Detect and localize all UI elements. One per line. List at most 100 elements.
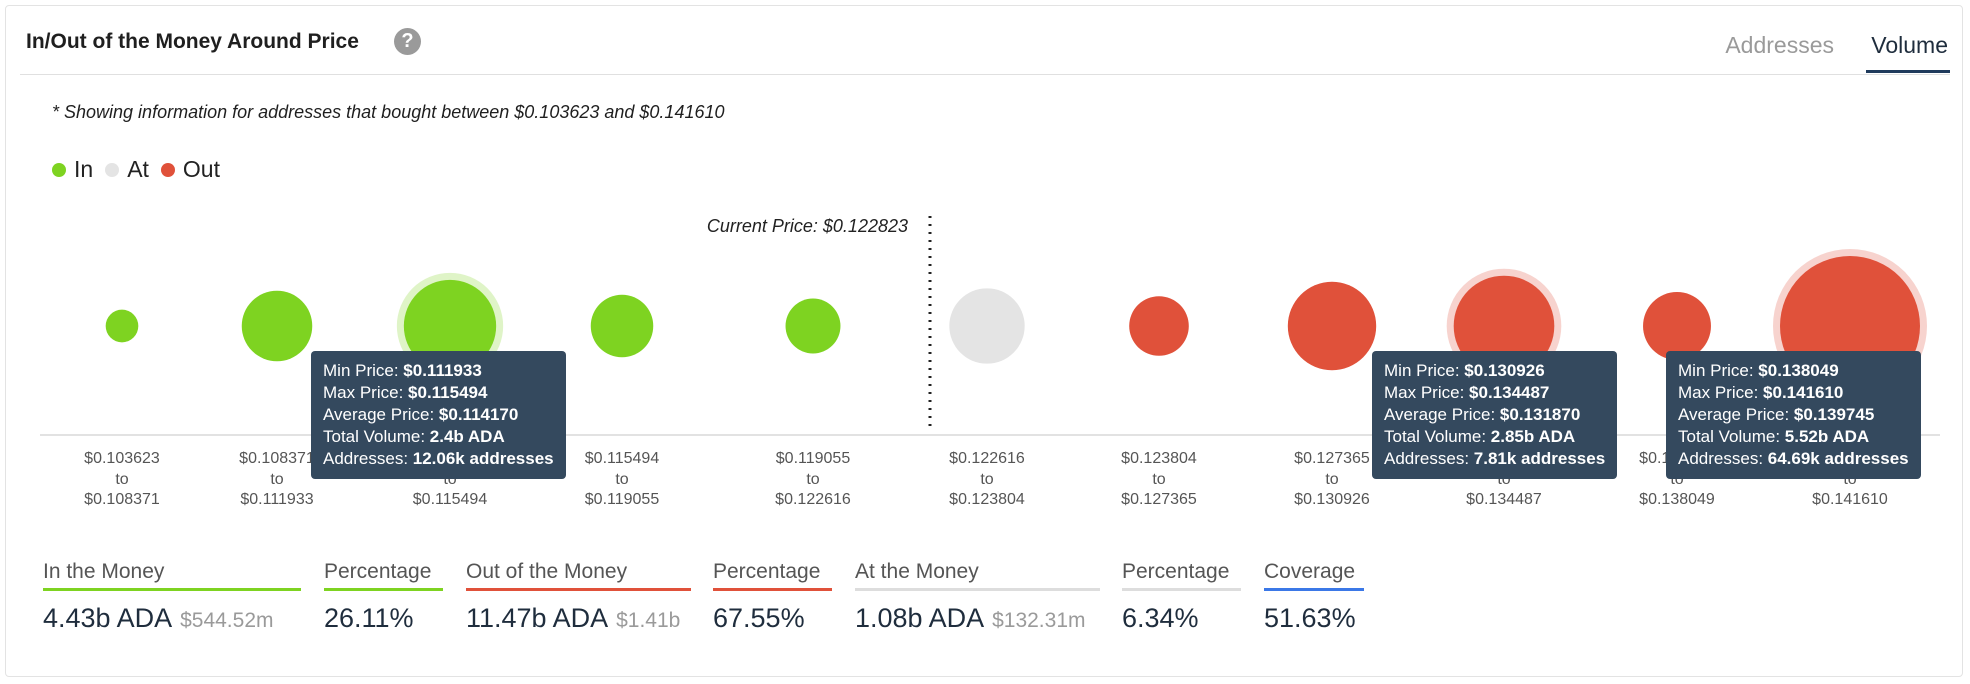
stat-sub-value: $1.41b xyxy=(616,609,681,632)
tooltip-row: Average Price: $0.114170 xyxy=(323,404,554,426)
stat-value: 4.43b ADA $544.52m xyxy=(43,603,301,634)
tooltip-label: Min Price: xyxy=(323,361,404,380)
tooltip-label: Min Price: xyxy=(1384,361,1465,380)
legend-dot-at xyxy=(105,162,120,177)
tooltip-row: Total Volume: 5.52b ADA xyxy=(1678,426,1909,448)
stat-value: 51.63% xyxy=(1264,603,1364,634)
stat-label: Percentage xyxy=(1122,560,1241,591)
tooltip-value: 12.06k addresses xyxy=(412,449,554,468)
tooltip-label: Total Volume: xyxy=(323,427,430,446)
tooltip-row: Min Price: $0.111933 xyxy=(323,360,554,382)
stat-value-text: 26.11% xyxy=(324,603,414,633)
tick-label-to-price: $0.134487 xyxy=(1466,491,1542,508)
bubble-in[interactable] xyxy=(590,294,654,358)
stat-value-text: 1.08b ADA xyxy=(855,603,985,633)
bubble-out[interactable] xyxy=(1643,292,1711,360)
iomap-card: In/Out of the Money Around Price ? Addre… xyxy=(5,5,1963,677)
bubble-in[interactable] xyxy=(105,309,139,343)
tick-label-to: to xyxy=(115,471,128,488)
legend-item-at[interactable]: At xyxy=(105,156,149,183)
tooltip-label: Addresses: xyxy=(1678,449,1768,468)
tooltip-row: Max Price: $0.115494 xyxy=(323,382,554,404)
stat-value-text: 11.47b ADA xyxy=(466,603,609,633)
tick-label-from: $0.108371 xyxy=(239,450,315,467)
tooltip-value: 64.69k addresses xyxy=(1767,449,1909,468)
tooltip-value: 5.52b ADA xyxy=(1784,427,1870,446)
bubble-in[interactable] xyxy=(241,290,313,362)
tick-label-to-price: $0.122616 xyxy=(775,491,851,508)
legend-dot-in xyxy=(52,162,66,177)
tooltip-label: Min Price: xyxy=(1678,361,1759,380)
stat-label: Coverage xyxy=(1264,560,1364,591)
tick-label-to-price: $0.123804 xyxy=(949,491,1025,508)
tooltip-label: Max Price: xyxy=(1678,383,1764,402)
stat-percentage-in: Percentage 26.11% xyxy=(324,560,443,634)
tab-volume[interactable]: Volume xyxy=(1871,32,1948,58)
stat-value-text: 51.63% xyxy=(1264,603,1356,633)
tick-label-from: $0.123804 xyxy=(1121,450,1197,467)
page-title: In/Out of the Money Around Price xyxy=(26,30,359,53)
bubble-at[interactable] xyxy=(949,288,1025,364)
tooltip-row: Max Price: $0.141610 xyxy=(1678,382,1909,404)
tooltip-value: $0.139745 xyxy=(1793,405,1875,424)
help-icon[interactable]: ? xyxy=(394,28,421,55)
stat-label: Percentage xyxy=(324,560,443,591)
stat-percentage-out: Percentage 67.55% xyxy=(713,560,832,634)
tick-label-to: to xyxy=(270,471,283,488)
stat-value-text: 6.34% xyxy=(1122,603,1199,633)
tooltip-label: Max Price: xyxy=(323,383,409,402)
bubble-in[interactable] xyxy=(785,298,841,354)
tooltip-value: $0.131870 xyxy=(1499,405,1581,424)
tick-label-to: to xyxy=(1152,471,1165,488)
stat-percentage-at: Percentage 6.34% xyxy=(1122,560,1241,634)
tick-label-to-price: $0.108371 xyxy=(84,491,160,508)
tooltip-value: $0.138049 xyxy=(1758,361,1839,380)
tooltip-row: Max Price: $0.134487 xyxy=(1384,382,1605,404)
bubble-out[interactable] xyxy=(1129,296,1189,356)
bubble-in[interactable] xyxy=(403,279,497,373)
active-tab-indicator xyxy=(1866,70,1950,73)
tooltip-value: $0.115494 xyxy=(408,383,488,402)
tooltip-row: Min Price: $0.130926 xyxy=(1384,360,1605,382)
tick-label-from: $0.103623 xyxy=(84,450,160,467)
tooltip-value: $0.141610 xyxy=(1763,383,1844,402)
tick-label-to-price: $0.141610 xyxy=(1812,491,1888,508)
tick-label-from: $0.119055 xyxy=(776,450,851,467)
tick-label-to-price: $0.111933 xyxy=(240,491,313,508)
tooltip-row: Average Price: $0.131870 xyxy=(1384,404,1605,426)
tooltip-row: Addresses: 12.06k addresses xyxy=(323,448,554,470)
tick-label-to-price: $0.138049 xyxy=(1639,491,1715,508)
tick-label-from: $0.122616 xyxy=(949,450,1025,467)
tick-label-to: to xyxy=(980,471,993,488)
tooltip-row: Min Price: $0.138049 xyxy=(1678,360,1909,382)
bubble-out[interactable] xyxy=(1287,281,1377,371)
tooltip-label: Average Price: xyxy=(323,405,439,424)
tick-label-to: to xyxy=(806,471,819,488)
stat-label: At the Money xyxy=(855,560,1100,591)
tick-label-to: to xyxy=(615,471,628,488)
tick-label-from: $0.127365 xyxy=(1294,450,1370,467)
tooltip-row: Average Price: $0.139745 xyxy=(1678,404,1909,426)
stat-label: Out of the Money xyxy=(466,560,691,591)
bubble-tooltip: Min Price: $0.130926 Max Price: $0.134487… xyxy=(1372,351,1618,479)
stat-value: 1.08b ADA $132.31m xyxy=(855,603,1100,634)
tick-label-to: to xyxy=(1325,471,1338,488)
tooltip-label: Average Price: xyxy=(1678,405,1794,424)
tooltip-value: 2.85b ADA xyxy=(1490,427,1576,446)
tooltip-label: Total Volume: xyxy=(1678,427,1785,446)
tooltip-label: Addresses: xyxy=(1384,449,1474,468)
legend-label-out: Out xyxy=(182,156,220,182)
legend-item-in[interactable]: In xyxy=(52,156,93,183)
stat-sub-value: $132.31m xyxy=(992,609,1086,632)
stat-value: 26.11% xyxy=(324,603,443,634)
bubble-tooltip: Min Price: $0.138049 Max Price: $0.141610… xyxy=(1666,351,1921,479)
tab-addresses[interactable]: Addresses xyxy=(1725,32,1834,58)
range-note: * Showing information for addresses that… xyxy=(52,102,725,122)
stat-value: 11.47b ADA $1.41b xyxy=(466,603,691,634)
bubble-tooltip: Min Price: $0.111933 Max Price: $0.115494… xyxy=(311,351,566,479)
legend-label-in: In xyxy=(74,156,94,182)
tooltip-label: Max Price: xyxy=(1384,383,1470,402)
legend-item-out[interactable]: Out xyxy=(160,156,220,183)
tick-label-from: $0.115494 xyxy=(585,450,660,467)
tooltip-row: Addresses: 64.69k addresses xyxy=(1678,448,1909,470)
